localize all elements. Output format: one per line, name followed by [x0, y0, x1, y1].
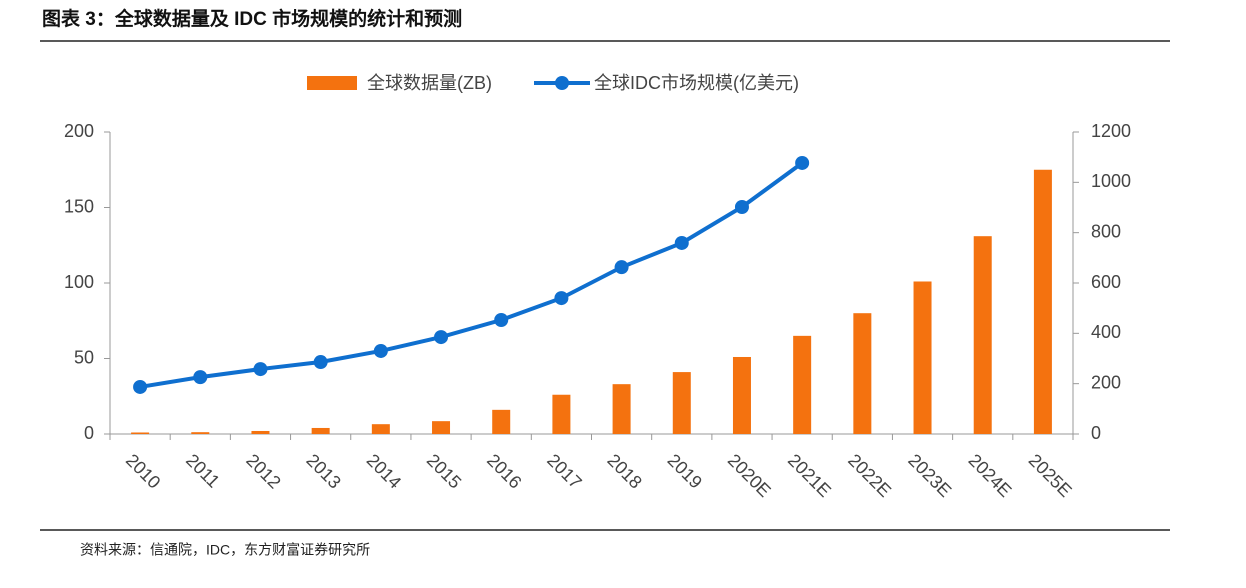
line-point: [554, 291, 569, 306]
x-tick-label: 2013: [302, 450, 344, 492]
line-point: [434, 330, 449, 345]
page-title: 图表 3：全球数据量及 IDC 市场规模的统计和预测: [42, 7, 462, 30]
bar: [371, 424, 390, 434]
x-tick-label: 2019: [664, 450, 706, 492]
x-tick-label: 2021E: [784, 450, 835, 501]
y2-tick-label: 600: [1091, 272, 1121, 292]
bar: [1033, 169, 1052, 434]
bar: [251, 430, 270, 434]
x-tick-label: 2020E: [724, 450, 775, 501]
line-point: [795, 155, 810, 170]
line-point: [133, 379, 148, 394]
x-tick-label: 2014: [363, 450, 405, 492]
bar: [311, 427, 330, 434]
bar: [492, 409, 511, 434]
x-tick-label: 2025E: [1025, 450, 1076, 501]
y2-tick-label: 800: [1091, 221, 1121, 241]
bar: [973, 236, 992, 434]
legend-label: 全球数据量(ZB): [367, 73, 492, 93]
line-point: [614, 260, 629, 275]
line: [139, 161, 804, 389]
line-point: [494, 312, 509, 327]
line-point: [313, 355, 328, 370]
x-tick-label: 2012: [242, 450, 284, 492]
legend-swatch: [555, 76, 569, 90]
y2-tick-label: 1200: [1091, 121, 1131, 141]
bar: [552, 394, 571, 434]
y2-tick-label: 1000: [1091, 171, 1131, 191]
x-tick-label: 2022E: [844, 450, 895, 501]
x-tick-label: 2010: [122, 450, 164, 492]
line-point: [373, 343, 388, 358]
x-tick-label: 2018: [603, 450, 645, 492]
bar: [672, 372, 691, 434]
bar: [732, 356, 751, 434]
y-tick-label: 200: [64, 121, 94, 141]
line-point: [734, 199, 749, 214]
bar: [131, 432, 150, 434]
x-tick-label: 2015: [423, 450, 465, 492]
x-tick-label: 2023E: [904, 450, 955, 501]
bar: [612, 384, 631, 434]
y-tick-label: 50: [74, 347, 94, 367]
source-note: 资料来源：信通院，IDC，东方财富证券研究所: [80, 542, 370, 558]
legend-label: 全球IDC市场规模(亿美元): [594, 73, 799, 93]
x-tick-label: 2017: [543, 450, 585, 492]
y2-tick-label: 400: [1091, 322, 1121, 342]
bar: [793, 335, 812, 434]
line-point: [253, 362, 268, 377]
x-tick-label: 2024E: [965, 450, 1016, 501]
y-tick-label: 0: [84, 423, 94, 443]
y2-tick-label: 0: [1091, 423, 1101, 443]
line-point: [674, 235, 689, 250]
legend-swatch: [307, 76, 357, 90]
x-tick-label: 2016: [483, 450, 525, 492]
bar: [913, 281, 932, 434]
y-tick-label: 150: [64, 196, 94, 216]
bar: [432, 421, 451, 434]
y-tick-label: 100: [64, 272, 94, 292]
line-point: [193, 370, 208, 385]
x-tick-label: 2011: [182, 450, 224, 492]
bar: [191, 432, 210, 434]
bar: [853, 313, 872, 434]
y2-tick-label: 200: [1091, 372, 1121, 392]
